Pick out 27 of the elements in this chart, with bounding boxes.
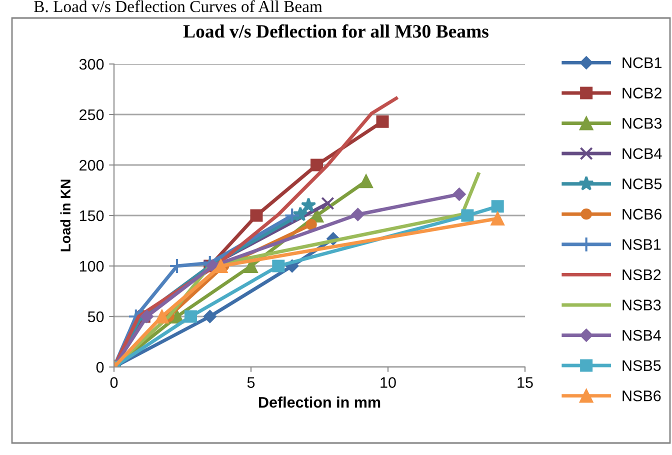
- legend-label: NCB3: [622, 118, 662, 129]
- legend-label: NCB1: [622, 57, 662, 68]
- text: B. Load v/s Deflection Curves of All Beam: [34, 0, 322, 12]
- legend-label: NCB5: [622, 178, 662, 190]
- y-tick-label: 200: [80, 160, 104, 171]
- y-tick-label: 300: [79, 58, 104, 70]
- y-tick-label: 100: [80, 260, 104, 272]
- legend-label: NSB1: [622, 239, 661, 250]
- x-tick-label: 0: [110, 377, 118, 388]
- x-tick-label: 5: [247, 377, 255, 388]
- legend-label: NCB6: [622, 208, 662, 220]
- chart-title: Load v/s Deflection for all M30 Beams: [183, 24, 488, 38]
- legend-label: NSB6: [622, 390, 661, 402]
- x-axis-title: Deflection in mm: [258, 396, 380, 408]
- y-axis-title: Load in KN: [60, 180, 70, 252]
- legend-label: NSB5: [622, 360, 661, 372]
- legend-label: NCB4: [622, 148, 662, 160]
- y-tick-label: 150: [80, 210, 104, 222]
- x-tick-label: 15: [518, 377, 533, 388]
- legend-label: NSB2: [622, 269, 661, 280]
- y-tick-label: 250: [80, 109, 104, 120]
- legend-label: NSB4: [622, 330, 661, 341]
- y-tick-label: 50: [88, 311, 104, 322]
- y-tick-label: 0: [96, 362, 104, 373]
- x-tick-label: 10: [380, 377, 396, 388]
- legend-label: NSB3: [622, 300, 661, 310]
- legend-label: NCB2: [622, 88, 662, 98]
